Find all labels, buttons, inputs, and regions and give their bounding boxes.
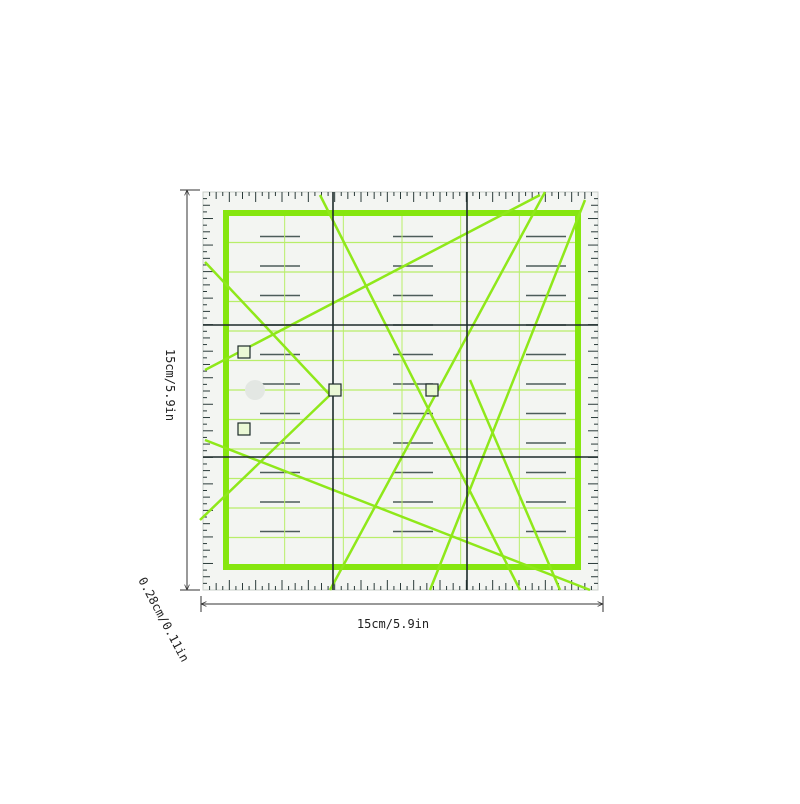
height-label: 15cm/5.9in xyxy=(163,349,177,421)
angle-markers xyxy=(237,345,439,436)
ruler-hole xyxy=(245,380,265,400)
ruler-grid xyxy=(226,213,578,567)
ruler-ticks xyxy=(203,192,598,590)
thickness-label: 0.28cm/0.11in xyxy=(135,575,191,665)
width-label: 15cm/5.9in xyxy=(357,617,429,631)
ruler-frame xyxy=(223,210,581,570)
